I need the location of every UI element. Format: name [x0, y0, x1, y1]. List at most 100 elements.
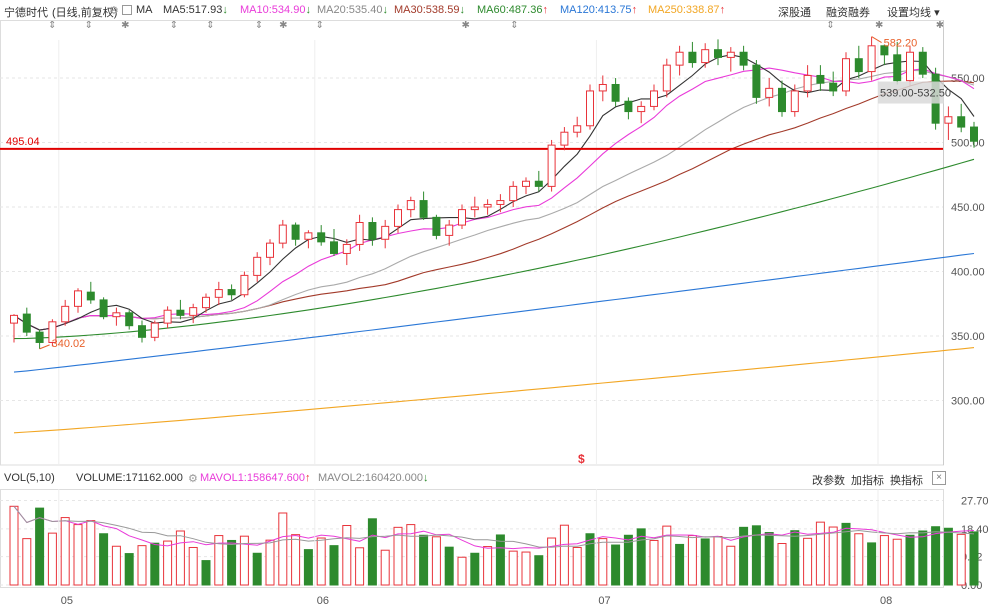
candlestick [266, 239, 274, 266]
arrow-updown-event-icon[interactable]: ⇕ [510, 20, 519, 31]
asterisk-event-icon[interactable]: ✱ [935, 20, 945, 31]
hk-connect-button[interactable]: 深股通 [778, 7, 811, 19]
volume-bar [803, 537, 813, 586]
high-label: 582.20 [884, 38, 918, 50]
candle-body [726, 51, 735, 58]
month-label: 07 [598, 595, 610, 607]
candle-body [99, 299, 108, 318]
stock-name[interactable]: 宁德时代 [4, 7, 48, 19]
price-chart[interactable]: 550.00 500.00 450.00 400.00 350.00 300.00 495.… [0, 20, 1000, 470]
volume-bar [342, 525, 352, 586]
volume-bar [662, 525, 672, 586]
candle-body [150, 322, 159, 338]
event-marker-row: ⇕ ⇕ ✱ ⇕ ⇕ ⇕ ✱ ⇕ ✱ ⇕ ⇕ ✱ ✱ [0, 20, 1000, 32]
candlestick [74, 288, 82, 313]
settings-icon[interactable]: ⚙ [109, 5, 119, 17]
candle-body [394, 209, 402, 227]
volume-bar [329, 545, 339, 586]
asterisk-event-icon[interactable]: ✱ [279, 20, 288, 31]
arrow-updown-event-icon[interactable]: ⇕ [169, 20, 179, 31]
month-label: 05 [61, 595, 73, 607]
arrow-updown-event-icon[interactable]: ⇕ [254, 20, 264, 31]
volume-plot-frame [0, 489, 944, 588]
volume-header: VOL(5,10) VOLUME:171162.000 ⚙ MAVOL1:158… [0, 469, 1000, 489]
candlestick [150, 320, 159, 342]
ma10-value: MA10:534.90 [240, 4, 306, 16]
mavol2-indicator: MAVOL2:160420.000↓ [318, 472, 428, 484]
candle-body [61, 305, 70, 323]
candlestick [624, 97, 633, 120]
arrow-updown-event-icon[interactable]: ⇕ [315, 20, 325, 31]
volume-bar [918, 530, 928, 586]
volume-bar [163, 540, 173, 586]
candlestick [611, 78, 620, 107]
candlestick [918, 47, 927, 79]
candle-body [342, 243, 351, 254]
arrow-updown-event-icon[interactable]: ⇕ [48, 20, 57, 31]
close-icon[interactable]: × [932, 471, 946, 485]
arrow-updown-event-icon[interactable]: ⇕ [826, 20, 835, 31]
volume-bar [124, 553, 134, 586]
candlestick [509, 181, 518, 208]
volume-bar [355, 547, 365, 586]
candlestick [163, 306, 172, 329]
volume-bar [611, 544, 621, 586]
candlestick [842, 52, 850, 97]
candle-body [317, 232, 326, 243]
chart-header: 宁德时代 (日线,前复权) ⚙ MA MA5:517.93↓ MA10:534.… [0, 0, 1000, 22]
candle-body [637, 105, 646, 113]
arrow-down-icon: ↓ [222, 4, 228, 16]
candle-body [893, 54, 902, 82]
candlestick [176, 299, 185, 320]
candle-body [227, 289, 236, 296]
candlestick [189, 303, 198, 324]
volume-bar [815, 521, 825, 586]
candlestick [253, 252, 262, 282]
asterisk-event-icon[interactable]: ✱ [121, 20, 130, 31]
ma-settings-button[interactable]: 设置均线 ▾ [887, 4, 940, 20]
ma-checkbox[interactable] [122, 5, 132, 15]
volume-bar [751, 525, 761, 586]
arrow-down-icon: ↓ [459, 4, 465, 16]
switch-indicator-button[interactable]: 换指标 [890, 475, 923, 487]
candle-body [355, 222, 364, 245]
candlestick [496, 194, 505, 213]
ma-label: MA [136, 4, 153, 16]
volume-bar [828, 526, 838, 586]
add-indicator-button[interactable]: 加指标 [851, 475, 884, 487]
volume-value: VOLUME:171162.000 [76, 472, 183, 484]
candlestick [803, 65, 812, 98]
candlestick [880, 44, 889, 66]
volume-bar [534, 555, 544, 586]
candlestick [637, 101, 646, 124]
volume-bar [585, 533, 595, 586]
arrow-updown-event-icon[interactable]: ⇕ [84, 20, 93, 31]
volume-bar [649, 539, 659, 586]
settings-icon[interactable]: ⚙ [188, 473, 198, 485]
ma250-indicator: MA250:338.87↑ [648, 4, 725, 16]
volume-bar [547, 537, 557, 586]
candlestick [650, 84, 658, 111]
candlestick [214, 281, 223, 306]
arrow-down-icon: ↓ [305, 4, 311, 16]
ma-settings-label: 设置均线 [887, 7, 931, 19]
volume-bar [598, 538, 608, 586]
range-tag-label: 539.00-532.50 [880, 88, 951, 100]
arrow-up-icon: ↑ [542, 4, 548, 16]
asterisk-event-icon[interactable]: ✱ [875, 20, 884, 31]
volume-bar [73, 524, 83, 586]
candlestick [48, 319, 57, 347]
volume-bar [892, 538, 902, 586]
candlestick [406, 196, 415, 218]
candlestick [752, 59, 761, 104]
volume-bar [175, 530, 185, 586]
arrow-up-icon: ↑ [719, 4, 726, 16]
arrow-updown-event-icon[interactable]: ⇕ [206, 20, 215, 31]
edit-params-button[interactable]: 改参数 [812, 475, 845, 487]
volume-bar [521, 551, 531, 586]
margin-trading-button[interactable]: 融资融券 [826, 7, 870, 19]
mavol1-indicator: MAVOL1:158647.600↑ [200, 472, 310, 484]
volume-bar [367, 518, 377, 586]
asterisk-event-icon[interactable]: ✱ [461, 20, 470, 31]
